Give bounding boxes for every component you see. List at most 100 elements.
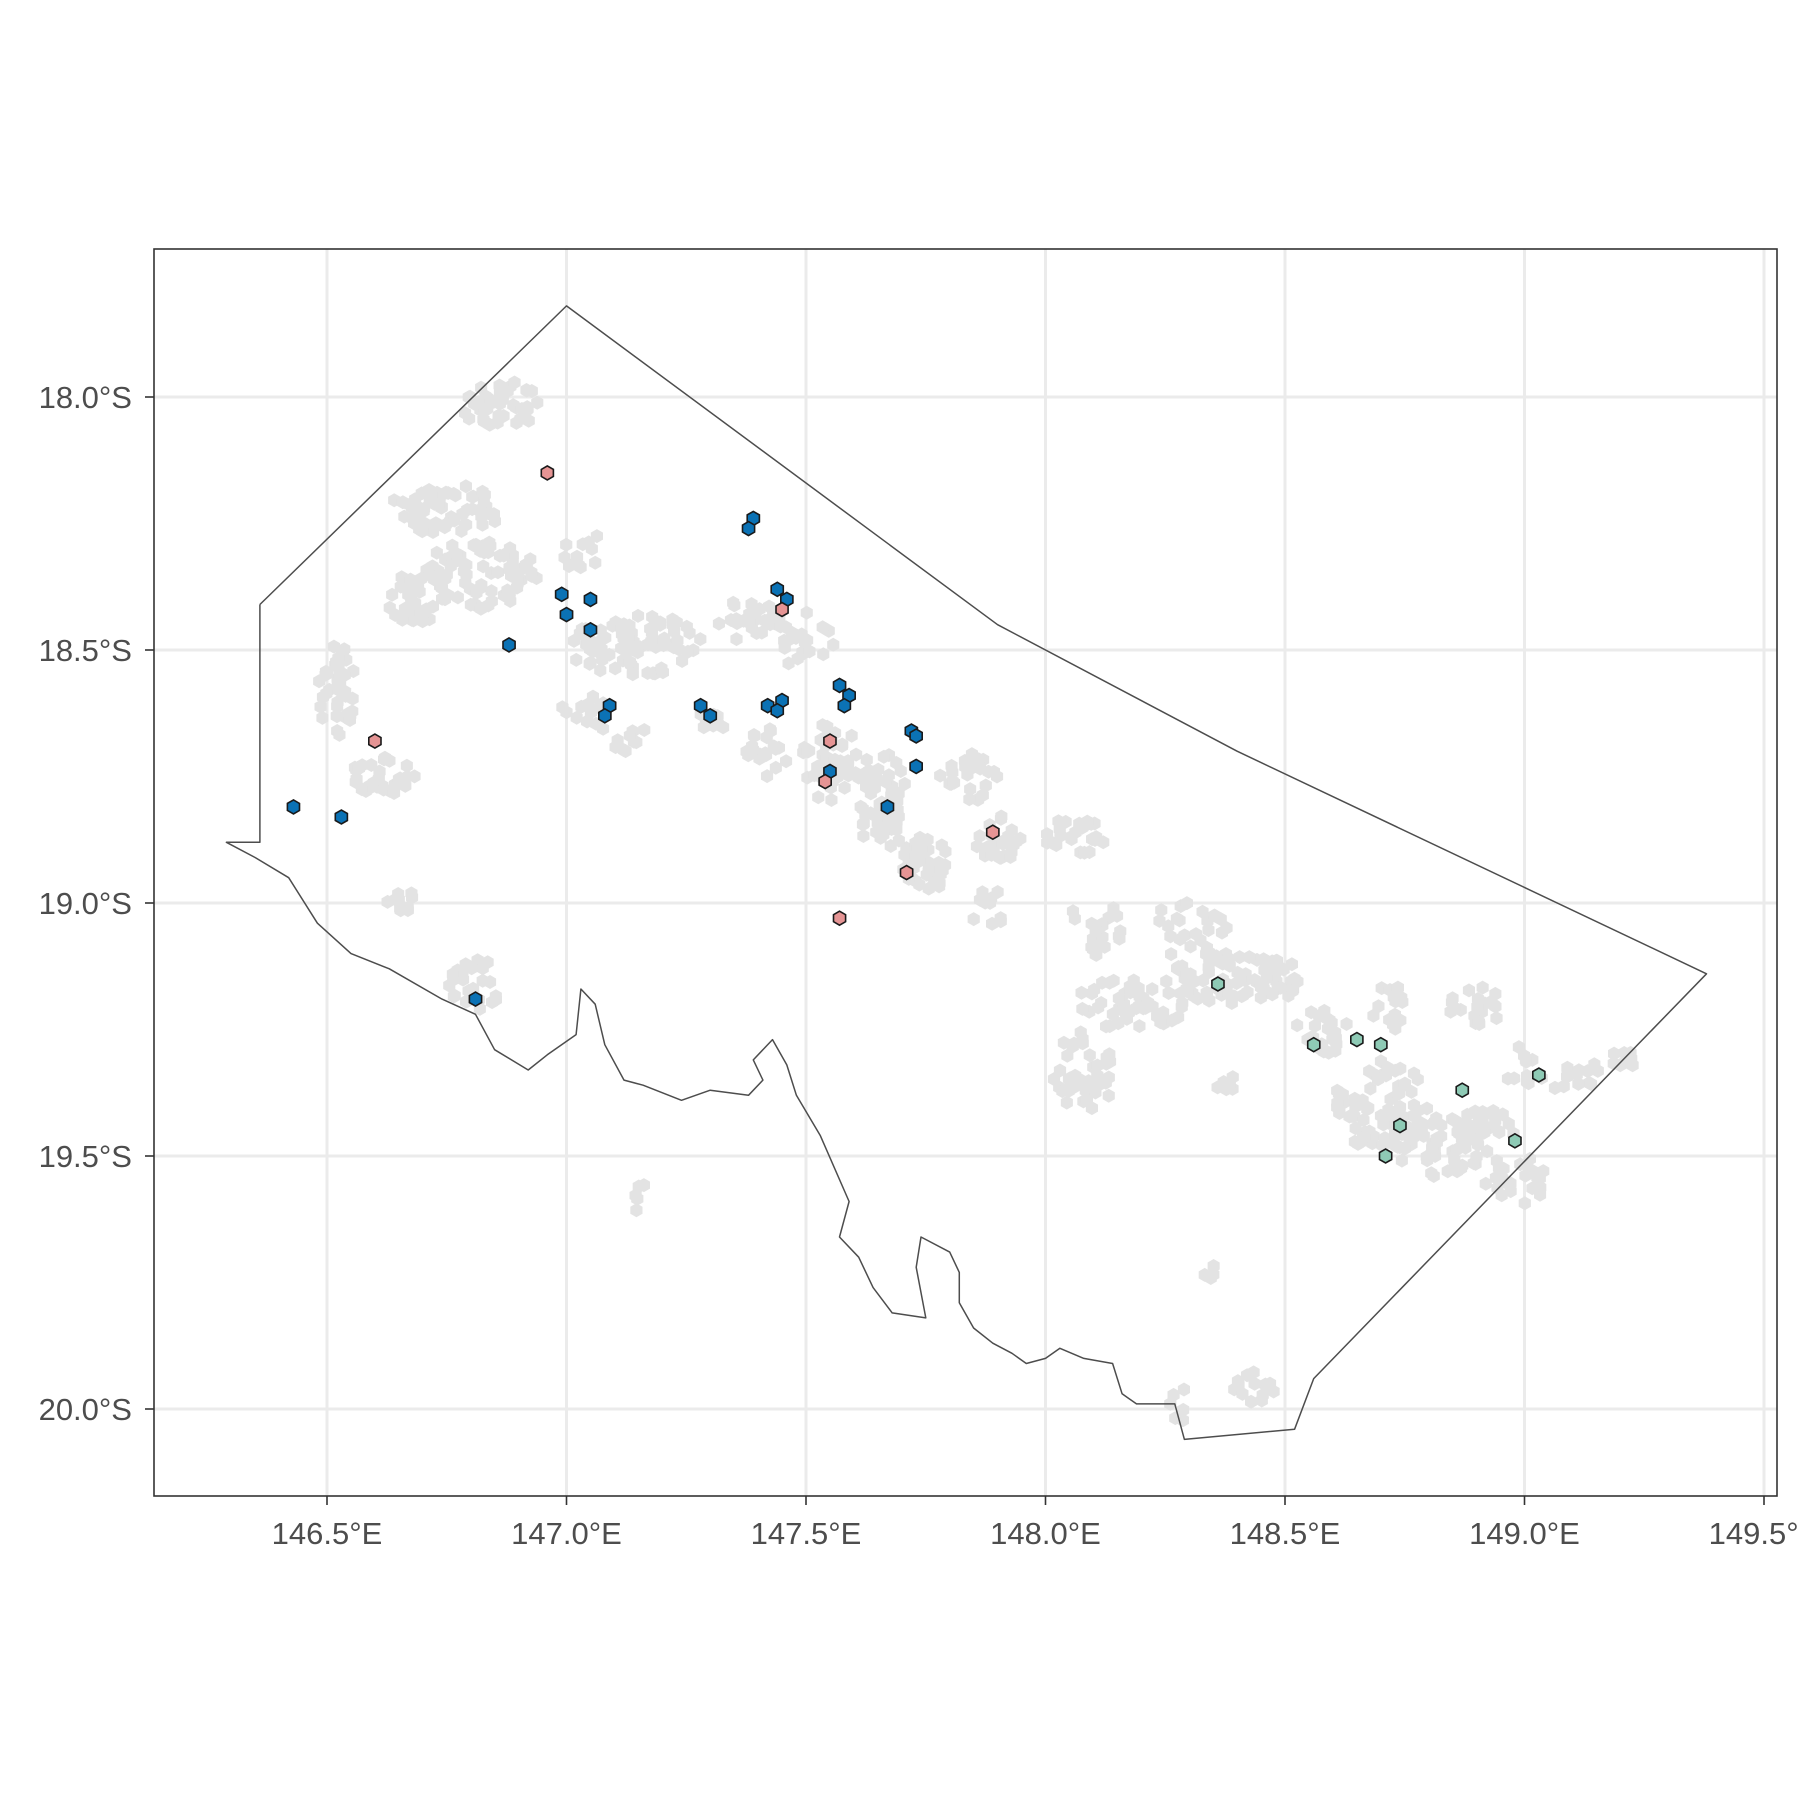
habitat-cell	[1196, 904, 1209, 919]
habitat-cell	[615, 641, 628, 656]
habitat-cell	[947, 775, 961, 790]
habitat-cell	[398, 601, 411, 616]
habitat-cell	[316, 710, 329, 725]
habitat-cell	[1561, 1067, 1574, 1082]
habitat-cell	[1349, 1121, 1362, 1136]
habitat-cell	[447, 486, 460, 501]
habitat-cell	[1490, 1011, 1503, 1026]
habitat-cell	[763, 722, 776, 737]
habitat-cell	[425, 487, 438, 502]
site-marker-green	[1532, 1067, 1546, 1083]
habitat-cell	[531, 395, 544, 410]
habitat-cell	[877, 749, 890, 764]
habitat-cell	[1455, 1161, 1468, 1176]
habitat-cell	[436, 591, 449, 606]
habitat-cell	[1088, 832, 1101, 847]
site-marker-blue	[334, 809, 349, 825]
habitat-cell	[1095, 996, 1108, 1010]
y-tick-label: 20.0°S	[39, 1392, 132, 1427]
habitat-cell	[626, 667, 639, 682]
habitat-cell	[1388, 1007, 1401, 1022]
site-marker-green	[1350, 1031, 1364, 1048]
habitat-cell	[415, 486, 428, 501]
habitat-cell	[1349, 1099, 1362, 1114]
habitat-cell	[1041, 835, 1054, 850]
habitat-cell	[1112, 1016, 1125, 1031]
habitat-cell	[761, 769, 774, 784]
habitat-cell	[522, 413, 535, 428]
habitat-cell	[389, 608, 402, 622]
habitat-cell	[1075, 985, 1088, 1000]
habitat-cell	[485, 584, 498, 599]
habitat-cell	[1259, 960, 1272, 974]
habitat-cell	[994, 911, 1007, 926]
site-marker-blue	[286, 798, 301, 815]
habitat-cell	[745, 597, 758, 611]
habitat-cell	[728, 598, 741, 613]
habitat-cell	[641, 666, 654, 680]
habitat-cell	[394, 903, 407, 918]
habitat-cell	[501, 583, 514, 598]
x-tick-label: 149.0°E	[1469, 1516, 1580, 1551]
habitat-cell	[658, 631, 671, 646]
habitat-cell	[476, 961, 489, 976]
habitat-cell	[489, 992, 502, 1007]
habitat-cell	[1133, 1019, 1146, 1034]
habitat-cell	[320, 686, 333, 701]
habitat-cell	[1202, 923, 1215, 938]
habitat-cell	[730, 632, 743, 647]
habitat-cell	[1155, 903, 1168, 918]
habitat-cell	[900, 848, 913, 863]
site-marker-pink	[818, 773, 832, 790]
habitat-cell	[459, 479, 472, 494]
habitat-cell	[922, 862, 935, 877]
habitat-cell	[583, 656, 596, 671]
habitat-cell	[396, 495, 409, 510]
habitat-cell	[332, 651, 345, 666]
y-tick-label: 19.5°S	[39, 1139, 132, 1174]
habitat-cell	[409, 596, 422, 611]
habitat-cell	[1493, 1125, 1506, 1140]
habitat-cell	[1172, 1010, 1185, 1025]
habitat-cell	[1340, 1017, 1353, 1031]
habitat-cell	[515, 402, 528, 416]
habitat-cell	[394, 771, 407, 786]
habitat-cell	[435, 581, 448, 596]
habitat-cell	[967, 912, 980, 927]
habitat-cell	[1514, 1157, 1527, 1172]
habitat-cell	[645, 625, 658, 640]
habitat-cell	[1085, 1101, 1098, 1116]
habitat-cell	[519, 557, 532, 572]
habitat-cell	[1407, 1130, 1420, 1145]
habitat-cell	[921, 832, 934, 847]
habitat-cell	[1487, 1104, 1500, 1118]
habitat-cell	[882, 812, 895, 826]
habitat-cell	[671, 633, 684, 648]
site-marker-blue	[837, 697, 852, 714]
habitat-cell	[1518, 1196, 1531, 1211]
habitat-cell	[778, 640, 791, 655]
habitat-cell	[1398, 1076, 1411, 1091]
habitat-cell	[1462, 983, 1475, 998]
habitat-cell	[1236, 988, 1249, 1003]
habitat-cell	[597, 721, 610, 736]
habitat-cell	[1256, 1388, 1269, 1402]
habitat-cells	[313, 375, 1639, 1428]
habitat-cell	[1248, 1376, 1261, 1391]
habitat-cell	[387, 786, 401, 800]
y-tick-label: 19.0°S	[39, 886, 132, 921]
habitat-cell	[418, 501, 431, 516]
habitat-cell	[655, 661, 668, 676]
panel-border	[153, 248, 1778, 1497]
habitat-cell	[1171, 961, 1184, 976]
habitat-cell	[451, 590, 464, 605]
habitat-cell	[1519, 1053, 1532, 1068]
habitat-cell	[623, 728, 636, 743]
habitat-cell	[1266, 987, 1279, 1002]
habitat-cell	[1398, 1141, 1411, 1156]
x-tick-label: 148.0°E	[990, 1516, 1101, 1551]
habitat-cell	[570, 710, 583, 725]
habitat-cell	[676, 654, 689, 668]
habitat-cell	[1004, 850, 1017, 864]
site-marker-green	[1373, 1036, 1388, 1053]
